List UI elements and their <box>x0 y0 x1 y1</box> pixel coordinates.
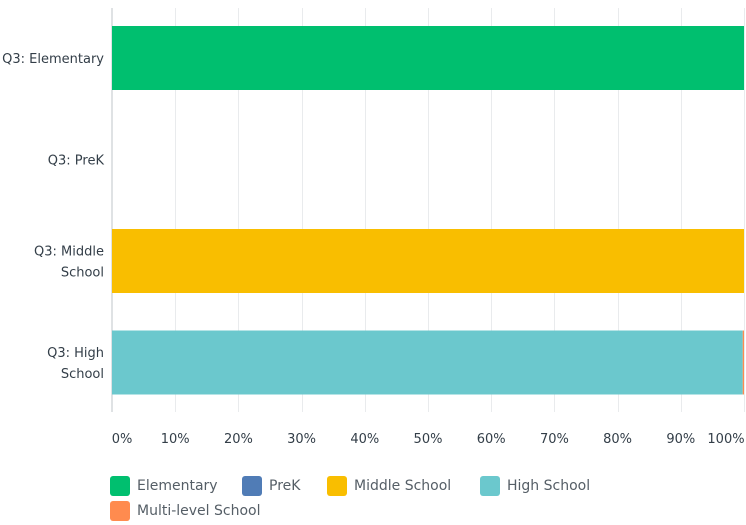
x-axis-ticks: 0% 10% 20% 30% 40% 50% 60% 70% 80% 90% 100% <box>112 432 745 447</box>
x-tick-label: 40% <box>350 432 379 447</box>
x-tick-label: 0% <box>112 432 133 447</box>
legend-label: Elementary <box>137 478 218 494</box>
bar-middle-school[interactable] <box>112 229 744 293</box>
category-label: Q3: Middle School <box>34 245 104 281</box>
bar-high-school[interactable] <box>112 330 743 395</box>
x-tick-label: 70% <box>540 432 569 447</box>
legend-item[interactable]: Elementary <box>110 476 218 496</box>
legend-item[interactable]: High School <box>480 476 590 496</box>
x-tick-label: 100% <box>707 432 744 447</box>
legend-swatch <box>110 501 130 521</box>
legend-label: PreK <box>269 478 301 494</box>
x-tick-label: 80% <box>603 432 632 447</box>
x-tick-label: 30% <box>287 432 316 447</box>
legend-swatch <box>242 476 262 496</box>
category-labels: Q3: Elementary Q3: PreK Q3: Middle School Q3… <box>2 52 104 382</box>
legend-swatch <box>327 476 347 496</box>
legend-item[interactable]: Multi-level School <box>110 501 261 521</box>
legend-label: Middle School <box>354 478 452 494</box>
category-label: Q3: Elementary <box>2 52 104 67</box>
x-tick-label: 20% <box>224 432 253 447</box>
bars <box>112 26 744 395</box>
x-tick-label: 10% <box>161 432 190 447</box>
x-tick-label: 90% <box>666 432 695 447</box>
legend-item[interactable]: Middle School <box>327 476 451 496</box>
legend-label: High School <box>507 478 591 494</box>
legend-swatch <box>480 476 500 496</box>
x-tick-label: 50% <box>414 432 443 447</box>
category-label: Q3: PreK <box>48 154 105 169</box>
bar-elementary[interactable] <box>112 26 744 90</box>
legend-label: Multi-level School <box>137 503 261 519</box>
x-tick-label: 60% <box>477 432 506 447</box>
legend-swatch <box>110 476 130 496</box>
bar-multi-level-school[interactable] <box>742 330 744 395</box>
category-label: Q3: High School <box>47 346 104 382</box>
legend-item[interactable]: PreK <box>242 476 300 496</box>
